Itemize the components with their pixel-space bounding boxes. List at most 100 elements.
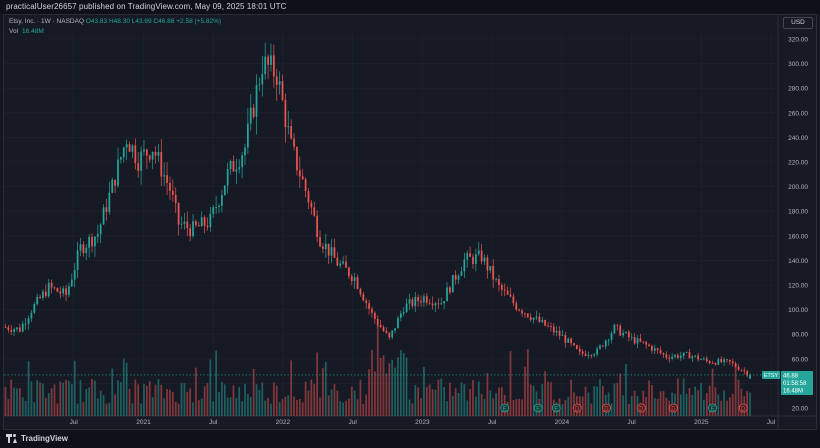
tradingview-logo[interactable]: TradingView: [6, 434, 68, 443]
candle-body: [627, 331, 630, 338]
volume-bar: [564, 400, 567, 416]
volume-bar: [541, 384, 544, 416]
volume-bar: [714, 387, 717, 416]
candle-body: [373, 312, 376, 319]
y-tick-label: 80.00: [792, 332, 809, 339]
candle-body: [157, 151, 160, 156]
volume-bar: [550, 382, 552, 416]
volume-bar: [108, 402, 111, 416]
candle-body: [30, 312, 33, 319]
candle-body: [420, 301, 422, 303]
volume-bar: [79, 379, 82, 416]
volume-bar: [192, 402, 194, 416]
candle-body: [449, 287, 451, 293]
candle-body: [73, 269, 76, 280]
volume-bar: [30, 381, 33, 416]
volume-bar: [434, 389, 437, 416]
candle-body: [125, 144, 128, 148]
candle-body: [82, 244, 85, 254]
candle-body: [425, 296, 428, 303]
volume-bar: [619, 373, 622, 416]
candle-body: [685, 352, 688, 353]
volume-bar: [252, 368, 255, 416]
candle-body: [515, 303, 518, 310]
volume-bar: [449, 382, 451, 416]
candle-body: [47, 282, 50, 297]
volume-bar: [717, 394, 720, 416]
candle-body: [287, 126, 290, 128]
volume-bar: [39, 382, 41, 416]
candle-body: [65, 288, 67, 295]
candle-body: [163, 175, 166, 177]
candle-body: [50, 282, 53, 288]
candle-body: [166, 175, 168, 183]
volume-bar: [561, 403, 564, 416]
candle-body: [570, 338, 572, 344]
ohlc-legend: Etsy, Inc. · 1W · NASDAQ O43.83 H48.30 L…: [9, 18, 221, 25]
volume-bar: [651, 385, 653, 416]
candle-body: [258, 84, 261, 86]
candle-body: [437, 303, 440, 305]
volume-bar: [73, 360, 76, 416]
candle-body: [122, 147, 125, 158]
volume-bar: [160, 384, 163, 416]
volume-bar: [258, 390, 261, 416]
candle-body: [705, 358, 708, 361]
currency-button[interactable]: USD: [783, 17, 813, 29]
candle-body: [489, 266, 492, 271]
volume-bar: [469, 389, 471, 416]
chart-frame[interactable]: [3, 14, 817, 430]
volume-bar: [350, 386, 353, 416]
candle-body: [376, 318, 379, 325]
candle-body: [21, 323, 24, 332]
volume-bar: [547, 381, 549, 416]
candle-body: [174, 194, 177, 203]
volume-bar: [177, 403, 180, 416]
volume-bar: [270, 403, 272, 416]
x-tick-label: 2022: [276, 419, 291, 426]
candle-body: [301, 176, 304, 180]
volume-bar: [437, 379, 440, 416]
y-tick-label: 220.00: [788, 160, 808, 167]
candle-body: [10, 329, 13, 332]
tradingview-logo-icon: [6, 434, 18, 443]
volume-bar: [492, 398, 495, 416]
volume-bar: [535, 391, 538, 416]
candle-body: [726, 359, 728, 361]
volume-bar: [221, 381, 223, 416]
volume-bar: [688, 388, 691, 416]
volume-bar: [169, 389, 171, 416]
candle-body: [498, 279, 500, 285]
candle-body: [417, 297, 420, 302]
volume-bar: [206, 383, 209, 416]
volume-bar: [151, 397, 154, 416]
candle-body: [694, 355, 697, 357]
symbol-tag: [762, 370, 780, 379]
volume-bar: [21, 397, 24, 416]
volume-bar: [85, 388, 88, 416]
candle-body: [296, 146, 298, 171]
volume-bar: [322, 368, 324, 416]
volume-bar: [685, 393, 688, 416]
candle-body: [653, 348, 656, 351]
publish-bar: practicalUser26657 published on TradingV…: [0, 0, 820, 14]
volume-bar: [336, 390, 339, 416]
candle-body: [492, 266, 495, 280]
volume-bar: [163, 398, 166, 416]
volume-bar: [584, 386, 587, 416]
candle-body: [402, 312, 405, 314]
candle-body: [708, 360, 711, 364]
candle-body: [630, 337, 633, 338]
volume-bar: [379, 357, 382, 416]
volume-bar: [544, 371, 547, 416]
volume-bar: [140, 403, 142, 416]
volume-bar: [53, 384, 56, 416]
close-value: C46.88: [153, 18, 175, 25]
candle-body: [700, 359, 702, 361]
candle-body: [555, 330, 558, 333]
candle-body: [99, 224, 102, 235]
candle-body: [264, 56, 267, 75]
candle-body: [229, 160, 232, 170]
candle-body: [44, 291, 47, 297]
